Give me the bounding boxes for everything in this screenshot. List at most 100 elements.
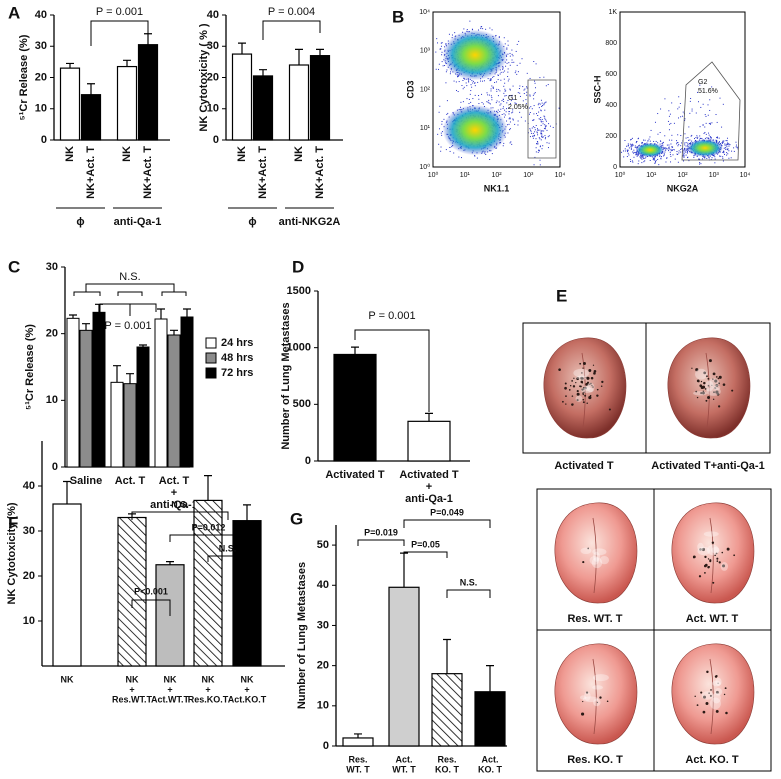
- y-tick-label: 40: [35, 9, 47, 21]
- flow-event: [500, 108, 502, 110]
- flow-event: [482, 28, 484, 30]
- flow-event: [529, 136, 531, 138]
- flow-event: [684, 133, 686, 135]
- lung-nodule: [590, 376, 594, 380]
- flow-event: [663, 154, 665, 156]
- flow-event: [735, 141, 737, 143]
- flow-event: [504, 43, 506, 45]
- lung-nodule: [716, 392, 720, 396]
- flow-event: [526, 94, 528, 96]
- flow-event: [687, 142, 689, 144]
- flow-event: [503, 113, 505, 115]
- flow-event: [630, 147, 632, 149]
- flow-event: [441, 51, 443, 53]
- legend-label: 24 hrs: [221, 337, 253, 349]
- x-tick-label: NK+Act. T: [314, 146, 326, 199]
- flow-event: [512, 118, 514, 120]
- flow-event: [464, 78, 466, 80]
- flow-event: [693, 138, 695, 140]
- flow-event: [702, 124, 704, 126]
- group-label: anti-NKG2A: [279, 216, 341, 228]
- x-tick-label: anti-Qa-1: [405, 493, 453, 505]
- flow-event: [697, 101, 699, 103]
- flow-event: [705, 115, 707, 117]
- flow-event: [536, 132, 538, 134]
- flow-event: [515, 102, 517, 104]
- bar: [333, 353, 377, 462]
- flow-event: [701, 158, 703, 160]
- flow-event: [482, 80, 484, 82]
- flow-event: [491, 153, 493, 155]
- flow-event: [440, 146, 442, 148]
- annotation: N.S.: [219, 543, 237, 553]
- flow-event: [537, 129, 539, 131]
- lung-nodule: [691, 367, 693, 369]
- flow-event: [658, 164, 660, 166]
- lung-nodule: [564, 382, 567, 385]
- flow-event: [499, 111, 501, 113]
- lung-nodule: [596, 388, 599, 391]
- lung-highlight: [576, 375, 587, 380]
- flow-event: [724, 143, 726, 145]
- flow-event: [661, 156, 663, 158]
- flow-event: [669, 153, 671, 155]
- flow-event: [509, 121, 511, 123]
- flow-event: [545, 125, 547, 127]
- flow-event: [716, 137, 718, 139]
- flow-event: [520, 116, 522, 118]
- x-tick-label: NK: [293, 146, 305, 162]
- flow-event: [652, 158, 654, 160]
- flow-event: [493, 75, 495, 77]
- lung-nodule: [571, 395, 574, 397]
- flow-event: [708, 138, 710, 140]
- lung-highlight: [575, 395, 583, 402]
- group-label: anti-Qa-1: [114, 216, 162, 228]
- lung-nodule: [718, 561, 721, 564]
- flow-event: [542, 136, 544, 138]
- flow-event: [685, 154, 687, 156]
- flow-event: [536, 143, 538, 145]
- flow-event: [507, 76, 509, 78]
- flow-event: [458, 156, 460, 158]
- flow-event: [535, 63, 537, 65]
- flow-event: [502, 71, 504, 73]
- flow-event: [716, 140, 718, 142]
- lung-nodule: [714, 387, 717, 390]
- flow-event: [711, 86, 713, 88]
- lung-highlight: [573, 368, 590, 378]
- flow-event: [491, 85, 493, 87]
- error-bar: [351, 346, 359, 355]
- x-tick-label: KO. T: [478, 764, 503, 774]
- flow-event: [498, 101, 500, 103]
- flow-event: [541, 136, 543, 138]
- flow-event: [654, 162, 656, 164]
- x-tick-label: NK+Act. T: [142, 146, 154, 199]
- error-bar: [66, 62, 74, 69]
- flow-event: [441, 121, 443, 123]
- flow-event: [468, 80, 470, 82]
- error-bar: [95, 303, 103, 313]
- flow-event: [657, 158, 659, 160]
- flow-event: [492, 76, 494, 78]
- flow-event: [696, 137, 698, 139]
- flow-event: [539, 159, 541, 161]
- flow-event: [460, 157, 462, 159]
- lung-nodule: [701, 547, 706, 552]
- flow-event: [678, 152, 680, 154]
- flow-event: [453, 80, 455, 82]
- flow-event: [724, 146, 726, 148]
- flow-event: [534, 82, 536, 84]
- flow-event: [510, 103, 512, 105]
- lung-highlight: [707, 544, 719, 556]
- lung-nodule: [585, 376, 587, 379]
- y-tick-label: 30: [23, 525, 35, 537]
- flow-event: [709, 109, 711, 111]
- flow-event: [687, 144, 689, 146]
- flow-event: [463, 86, 465, 88]
- lung-nodule: [562, 400, 564, 403]
- lung-nodule: [715, 390, 719, 394]
- flow-event: [540, 132, 542, 134]
- lung-nodule: [606, 700, 609, 703]
- bar: [116, 65, 138, 141]
- flow-event: [680, 149, 682, 151]
